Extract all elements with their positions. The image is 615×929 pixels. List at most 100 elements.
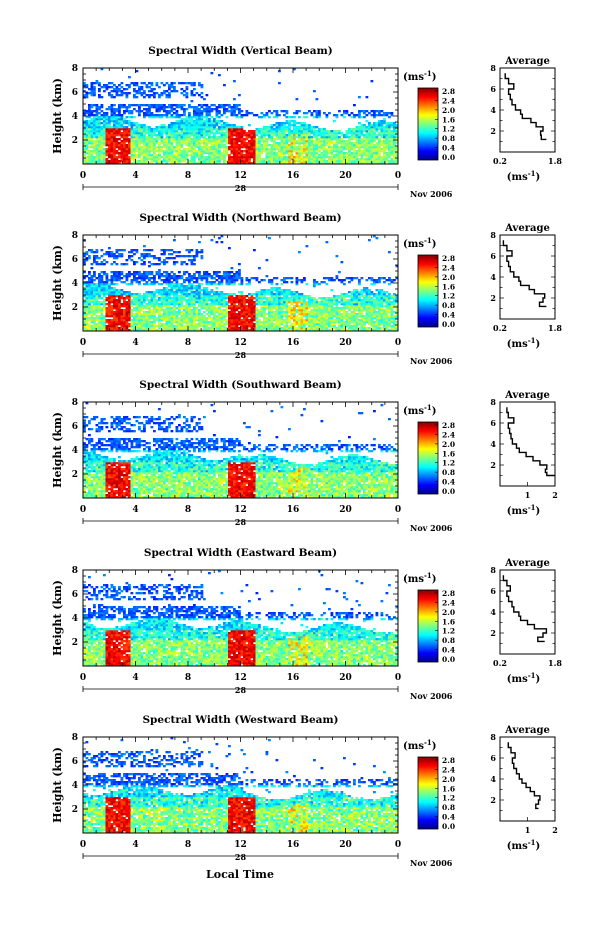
heatmap-cell bbox=[158, 130, 161, 133]
heatmap-cell bbox=[88, 323, 91, 326]
heatmap-cell bbox=[298, 156, 301, 159]
heatmap-cell bbox=[118, 146, 121, 149]
heatmap-cell bbox=[155, 325, 159, 328]
heatmap-cell bbox=[263, 138, 266, 141]
heatmap-cell bbox=[110, 140, 114, 143]
heatmap-cell bbox=[95, 132, 99, 135]
heatmap-cell bbox=[170, 134, 174, 137]
heatmap-cell bbox=[250, 136, 254, 139]
heatmap-cell bbox=[313, 90, 316, 93]
heatmap-cell bbox=[340, 160, 344, 163]
heatmap-cell bbox=[380, 140, 384, 143]
heatmap-cell bbox=[93, 305, 96, 308]
heatmap-cell bbox=[123, 138, 126, 141]
heatmap-cell bbox=[245, 277, 249, 280]
heatmap-cell bbox=[138, 271, 141, 274]
heatmap-cell bbox=[95, 142, 99, 145]
heatmap-cell bbox=[200, 116, 204, 119]
heatmap-cell bbox=[200, 325, 204, 328]
heatmap-cell bbox=[155, 84, 159, 87]
heatmap-cell bbox=[358, 144, 361, 147]
heatmap-cell bbox=[210, 281, 214, 284]
heatmap-cell bbox=[213, 299, 216, 302]
heatmap-cell bbox=[125, 158, 129, 161]
heatmap-cell bbox=[235, 309, 239, 312]
heatmap-cell bbox=[195, 126, 199, 129]
heatmap-cell bbox=[100, 142, 104, 145]
heatmap-cell bbox=[323, 146, 326, 149]
heatmap-cell bbox=[375, 126, 379, 129]
heatmap-cell bbox=[240, 307, 244, 310]
heatmap-cell bbox=[100, 317, 104, 320]
heatmap-cell bbox=[270, 126, 274, 129]
heatmap-cell bbox=[93, 124, 96, 127]
heatmap-cell bbox=[235, 106, 239, 109]
heatmap-cell bbox=[248, 142, 251, 145]
heatmap-cell bbox=[148, 295, 151, 298]
heatmap-cell bbox=[363, 130, 366, 133]
heatmap-cell bbox=[348, 160, 351, 163]
heatmap-cell bbox=[295, 146, 299, 149]
heatmap-cell bbox=[225, 110, 229, 113]
heatmap-cell bbox=[190, 154, 194, 157]
heatmap-cell bbox=[168, 289, 171, 292]
heatmap-cell bbox=[105, 140, 109, 143]
heatmap-cell bbox=[83, 162, 86, 165]
heatmap-cell bbox=[253, 136, 256, 139]
heatmap-cell bbox=[243, 156, 246, 159]
heatmap-cell bbox=[103, 84, 106, 87]
heatmap-cell bbox=[125, 128, 129, 131]
heatmap-cell bbox=[153, 313, 156, 316]
heatmap-cell bbox=[240, 162, 244, 165]
heatmap-cell bbox=[160, 142, 164, 145]
heatmap-cell bbox=[355, 162, 359, 165]
heatmap-cell bbox=[120, 329, 124, 332]
heatmap-cell bbox=[313, 128, 316, 131]
heatmap-cell bbox=[108, 120, 111, 123]
heatmap-cell bbox=[370, 114, 374, 117]
heatmap-cell bbox=[178, 156, 181, 159]
heatmap-cell bbox=[218, 74, 221, 77]
heatmap-cell bbox=[168, 305, 171, 308]
heatmap-cell bbox=[90, 152, 94, 155]
heatmap-cell bbox=[143, 82, 146, 85]
heatmap-cell bbox=[153, 94, 156, 97]
heatmap-cell bbox=[270, 112, 274, 115]
heatmap-cell bbox=[238, 152, 241, 155]
heatmap-cell bbox=[198, 140, 201, 143]
heatmap-cell bbox=[348, 140, 351, 143]
heatmap-cell bbox=[210, 72, 214, 75]
heatmap-cell bbox=[248, 136, 251, 139]
heatmap-cell bbox=[83, 134, 86, 137]
heatmap-cell bbox=[188, 154, 191, 157]
heatmap-cell bbox=[180, 150, 184, 153]
heatmap-cell bbox=[145, 158, 149, 161]
heatmap-cell bbox=[213, 150, 216, 153]
heatmap-cell bbox=[123, 249, 126, 252]
heatmap-cell bbox=[393, 162, 396, 165]
heatmap-cell bbox=[125, 307, 129, 310]
heatmap-cell bbox=[123, 315, 126, 318]
heatmap-cell bbox=[185, 313, 189, 316]
heatmap-cell bbox=[205, 142, 209, 145]
heatmap-cell bbox=[238, 132, 241, 135]
heatmap-cell bbox=[225, 130, 229, 133]
heatmap-cell bbox=[160, 309, 164, 312]
heatmap-cell bbox=[173, 86, 176, 89]
heatmap-cell bbox=[115, 257, 119, 260]
heatmap-cell bbox=[388, 146, 391, 149]
heatmap-cell bbox=[120, 114, 124, 117]
heatmap-cell bbox=[278, 130, 281, 133]
heatmap-cell bbox=[198, 160, 201, 163]
heatmap-cell bbox=[305, 116, 309, 119]
heatmap-cell bbox=[385, 146, 389, 149]
heatmap-cell bbox=[103, 114, 106, 117]
heatmap-cell bbox=[358, 162, 361, 165]
heatmap-cell bbox=[215, 140, 219, 143]
heatmap-cell bbox=[140, 86, 144, 89]
heatmap-cell bbox=[313, 154, 316, 157]
heatmap-cell bbox=[85, 152, 89, 155]
heatmap-cell bbox=[118, 162, 121, 165]
heatmap-cell bbox=[173, 140, 176, 143]
heatmap-cell bbox=[315, 112, 319, 115]
